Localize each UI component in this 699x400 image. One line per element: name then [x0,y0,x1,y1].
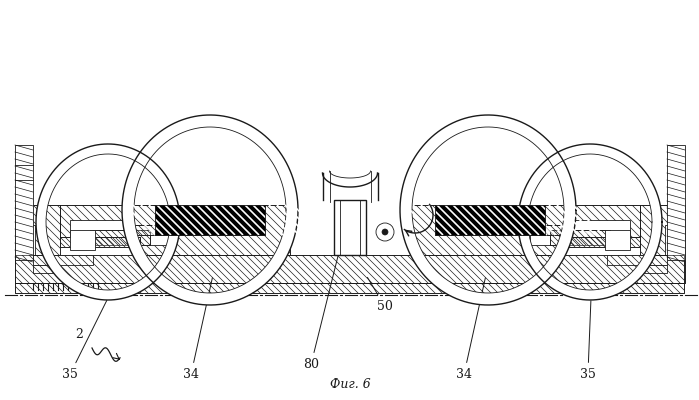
Text: 34: 34 [456,278,485,381]
Bar [560,237,640,247]
Polygon shape [435,205,545,235]
Bar [570,220,630,250]
Bar [667,145,685,260]
PathPatch shape [122,115,298,305]
Bar [15,283,684,293]
Text: 2: 2 [75,328,83,341]
Bar [15,255,684,283]
Bar [90,230,150,245]
Text: 80: 80 [303,251,339,371]
Bar [15,145,33,260]
Bar [410,205,640,255]
Bar [15,225,35,255]
Text: 50: 50 [368,277,393,313]
Polygon shape [155,205,265,235]
Bar [640,205,685,283]
Bar [70,230,95,250]
Bar [530,225,570,245]
Bar [70,220,130,250]
Circle shape [376,223,394,241]
Bar [130,225,170,245]
Bar [60,205,290,255]
Bar [560,237,640,255]
Bar [550,230,610,245]
Bar [334,200,366,255]
Bar [33,265,58,273]
PathPatch shape [400,115,576,305]
Bar [642,265,667,273]
Bar [130,225,170,235]
Text: Фиг. 6: Фиг. 6 [330,378,370,391]
Text: 35: 35 [580,301,596,381]
Bar [15,205,60,283]
Bar [665,225,685,255]
Text: 35: 35 [62,300,107,381]
Bar [60,237,140,247]
Bar [605,230,630,250]
Circle shape [382,229,388,235]
Bar [530,225,570,235]
PathPatch shape [518,144,662,300]
Text: 34: 34 [183,278,212,381]
PathPatch shape [36,144,180,300]
Bar [607,255,667,265]
Bar [33,255,93,265]
Bar [60,237,140,255]
